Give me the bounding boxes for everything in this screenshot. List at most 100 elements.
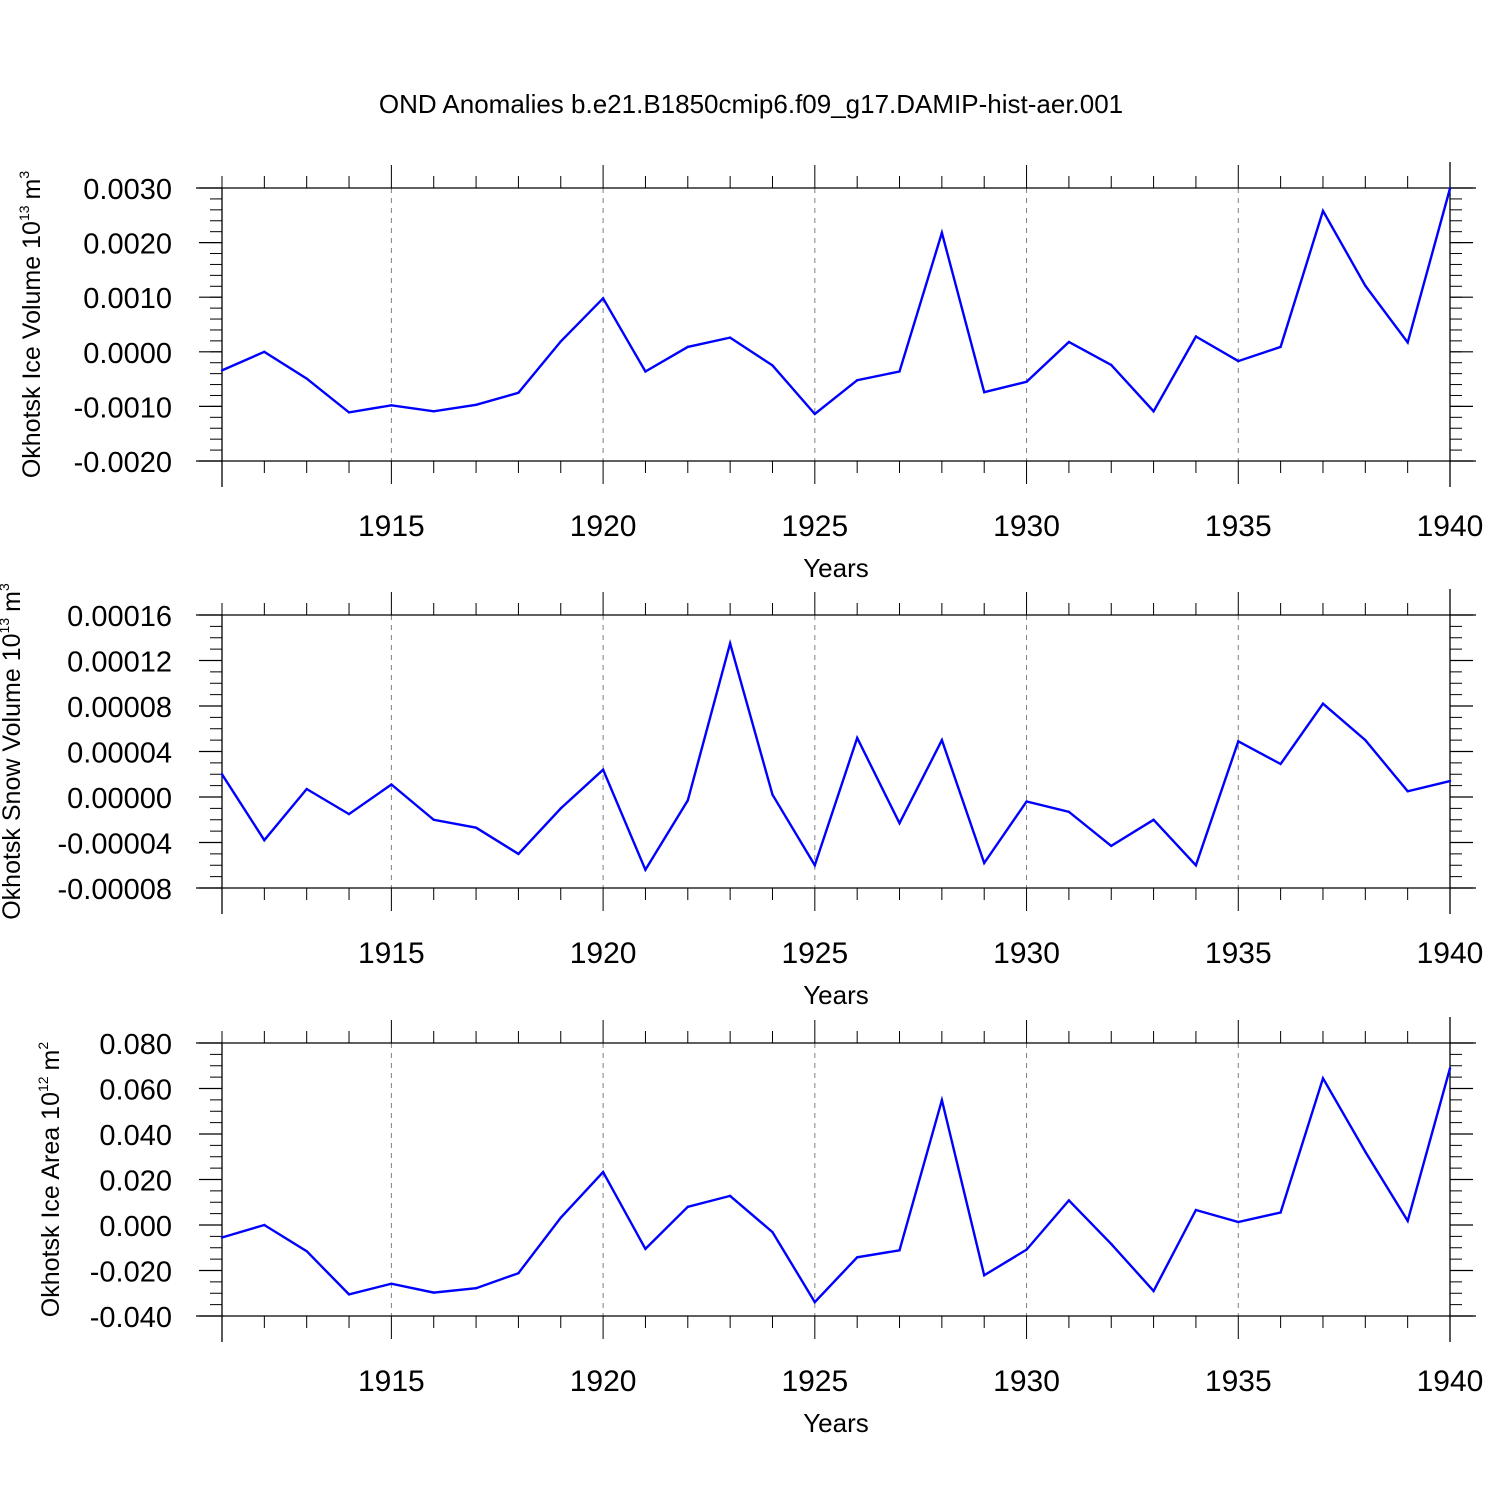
data-point bbox=[1406, 790, 1409, 793]
data-point bbox=[1448, 187, 1452, 190]
y-tick-label: -0.0010 bbox=[74, 392, 172, 424]
data-point bbox=[898, 1249, 901, 1252]
x-tick-label: 1915 bbox=[358, 510, 425, 543]
data-point bbox=[728, 1194, 732, 1198]
data-point bbox=[474, 1287, 478, 1290]
chart-panels: 1915 1920 1925 1930 1935 1940 Years -0.0020 -0.0… bbox=[0, 162, 1483, 1438]
data-point bbox=[601, 768, 605, 771]
y-tick-label: 0.020 bbox=[99, 1166, 172, 1198]
y-axis-label: Okhotsk Ice Area 1012 m2 bbox=[35, 1042, 65, 1318]
data-point bbox=[601, 297, 605, 300]
data-point bbox=[390, 1282, 393, 1285]
data-point bbox=[390, 783, 393, 786]
y-axis-unit-exponent: 13 bbox=[0, 618, 12, 634]
data-point bbox=[644, 370, 647, 373]
y-tick-label: -0.00004 bbox=[58, 829, 173, 861]
data-point bbox=[220, 773, 224, 776]
data-point bbox=[347, 1293, 351, 1296]
data-point bbox=[1152, 410, 1155, 413]
data-point bbox=[1110, 1242, 1113, 1246]
data-point bbox=[1067, 1199, 1071, 1202]
data-point bbox=[1279, 345, 1282, 349]
series-line bbox=[220, 638, 1451, 873]
y-tick-label: 0.060 bbox=[99, 1075, 172, 1107]
data-point bbox=[1110, 363, 1113, 367]
data-point bbox=[1448, 1067, 1452, 1070]
data-point bbox=[1321, 702, 1325, 705]
x-tick-label: 1915 bbox=[358, 937, 425, 970]
data-point bbox=[940, 738, 944, 742]
data-point bbox=[517, 852, 520, 856]
data-point bbox=[517, 391, 520, 394]
data-point bbox=[855, 378, 859, 382]
y-tick-label: 0.00008 bbox=[67, 692, 172, 724]
x-tick-label: 1920 bbox=[570, 937, 637, 970]
x-tick-label: 1920 bbox=[570, 510, 637, 543]
data-point bbox=[1025, 800, 1028, 803]
y-tick-label: 0.0030 bbox=[83, 174, 172, 206]
data-point bbox=[813, 864, 817, 867]
data-point bbox=[1279, 762, 1282, 766]
y-tick-label: -0.0020 bbox=[74, 447, 172, 479]
data-point bbox=[1448, 779, 1452, 783]
y-tick-label: 0.0000 bbox=[83, 338, 172, 370]
data-point bbox=[983, 861, 986, 865]
data-point bbox=[1237, 740, 1240, 743]
y-tick-label: 0.00016 bbox=[67, 601, 172, 633]
data-point bbox=[1364, 1150, 1367, 1153]
data-point bbox=[813, 412, 817, 416]
data-point bbox=[347, 812, 351, 816]
data-point bbox=[771, 793, 774, 796]
data-point bbox=[601, 1170, 605, 1174]
x-axis-label: Years bbox=[803, 980, 869, 1010]
y-tick-label: 0.080 bbox=[99, 1029, 172, 1061]
y-tick-label: -0.00008 bbox=[58, 874, 173, 906]
x-tick-label: 1915 bbox=[358, 1365, 425, 1398]
y-axis-label-text: Okhotsk Ice Volume bbox=[18, 256, 46, 478]
data-point bbox=[263, 350, 266, 353]
y-tick-label: 0.040 bbox=[99, 1120, 172, 1152]
series-line bbox=[221, 188, 1452, 416]
x-tick-label: 1935 bbox=[1205, 937, 1272, 970]
y-axis-unit-exponent: 13 bbox=[16, 205, 32, 221]
data-point bbox=[220, 1236, 224, 1239]
y-tick-label: 0.00000 bbox=[67, 783, 172, 815]
y-axis-unit-power: 3 bbox=[16, 171, 32, 179]
data-point bbox=[686, 1205, 689, 1209]
data-point bbox=[432, 818, 435, 821]
x-tick-label: 1920 bbox=[570, 1365, 637, 1398]
data-point bbox=[940, 231, 944, 234]
data-point bbox=[983, 391, 986, 394]
data-point bbox=[855, 1256, 859, 1259]
data-point bbox=[474, 403, 478, 406]
x-tick-label: 1925 bbox=[781, 937, 848, 970]
y-tick-label: -0.020 bbox=[90, 1257, 172, 1289]
data-point bbox=[644, 868, 647, 871]
data-point bbox=[347, 411, 351, 414]
y-tick-label: 0.0010 bbox=[83, 283, 172, 315]
data-point bbox=[1237, 1220, 1240, 1224]
x-axis-label: Years bbox=[803, 1408, 869, 1438]
data-point bbox=[559, 1216, 562, 1219]
data-point bbox=[1110, 844, 1113, 848]
data-point bbox=[1321, 209, 1325, 213]
data-point bbox=[728, 642, 732, 645]
series-line bbox=[221, 1067, 1452, 1305]
data-point bbox=[1406, 1219, 1409, 1223]
data-point bbox=[644, 1247, 647, 1251]
y-axis-unit-base: 10 bbox=[37, 1092, 65, 1120]
chart-panel-1: 1915 1920 1925 1930 1935 1940 Years -0.0020 -0.0… bbox=[16, 162, 1483, 583]
y-axis-unit-symbol: m bbox=[37, 1050, 65, 1071]
data-point bbox=[898, 821, 901, 825]
data-point bbox=[728, 336, 732, 339]
y-axis-unit-power: 3 bbox=[0, 583, 12, 591]
data-point bbox=[1237, 359, 1240, 363]
x-tick-label: 1925 bbox=[781, 1365, 848, 1398]
y-tick-label: 0.00012 bbox=[67, 647, 172, 679]
y-axis-label-text: Okhotsk Snow Volume bbox=[0, 668, 26, 920]
data-point bbox=[1194, 1208, 1198, 1212]
data-point bbox=[771, 1230, 774, 1234]
x-axis-label: Years bbox=[803, 553, 869, 583]
data-point bbox=[474, 826, 478, 829]
x-tick-label: 1940 bbox=[1417, 937, 1484, 970]
